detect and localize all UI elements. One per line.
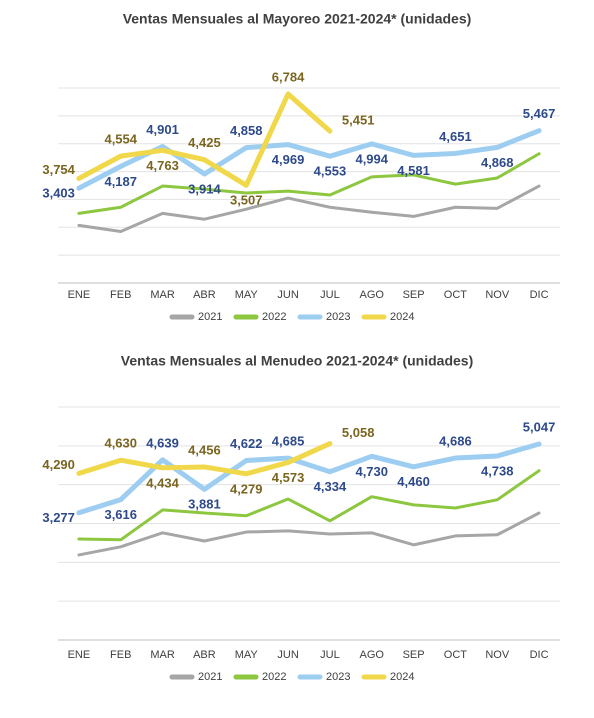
data-label: 3,754	[42, 162, 75, 177]
x-tick-label: ABR	[193, 289, 216, 301]
series-line	[77, 152, 541, 215]
legend-label: 2024	[390, 671, 414, 683]
data-label: 4,434	[146, 475, 179, 490]
chart-title: Ventas Mensuales al Menudeo 2021-2024* (…	[121, 353, 473, 369]
data-label: 3,616	[104, 507, 137, 522]
data-label: 5,467	[523, 106, 556, 121]
data-label: 4,639	[146, 435, 179, 450]
legend-label: 2023	[326, 671, 350, 683]
x-tick-label: JUN	[277, 289, 298, 301]
data-label: 4,573	[272, 470, 305, 485]
data-label: 4,651	[439, 129, 472, 144]
data-label: 4,456	[188, 442, 221, 457]
data-label: 5,451	[342, 113, 375, 128]
data-label: 4,554	[104, 132, 137, 147]
data-label: 3,277	[42, 510, 75, 525]
x-tick-label: ABR	[193, 649, 216, 661]
legend-label: 2021	[198, 311, 222, 323]
x-tick-label: MAY	[235, 289, 259, 301]
x-tick-label: FEB	[110, 649, 131, 661]
data-label: 3,881	[188, 497, 221, 512]
x-tick-label: DIC	[530, 289, 549, 301]
x-tick-label: AGO	[360, 649, 385, 661]
x-tick-label: ENE	[68, 289, 91, 301]
legend-label: 2024	[390, 311, 414, 323]
data-label: 4,868	[481, 155, 514, 170]
data-label: 4,763	[146, 158, 179, 173]
x-tick-label: OCT	[444, 289, 468, 301]
x-tick-label: JUL	[320, 649, 340, 661]
x-tick-label: MAY	[235, 649, 259, 661]
data-label: 4,630	[104, 436, 137, 451]
series-line	[76, 441, 333, 477]
x-tick-label: SEP	[403, 289, 425, 301]
x-tick-label: OCT	[444, 649, 468, 661]
x-tick-label: ENE	[68, 649, 91, 661]
data-label: 4,685	[272, 434, 305, 449]
x-tick-label: MAR	[150, 649, 175, 661]
data-label: 4,622	[230, 436, 263, 451]
x-tick-label: NOV	[485, 289, 510, 301]
data-label: 4,730	[355, 464, 388, 479]
data-label: 3,403	[42, 186, 75, 201]
data-label: 4,425	[188, 135, 221, 150]
data-label: 4,460	[397, 474, 430, 489]
x-tick-label: DIC	[530, 649, 549, 661]
data-label: 4,901	[146, 122, 179, 137]
legend-label: 2022	[262, 671, 286, 683]
data-label: 5,058	[342, 425, 375, 440]
data-label: 4,738	[481, 463, 514, 478]
data-label: 4,969	[272, 152, 305, 167]
data-label: 4,858	[230, 123, 263, 138]
data-label: 4,553	[314, 164, 347, 179]
legend-label: 2021	[198, 671, 222, 683]
series-line	[76, 91, 333, 188]
x-tick-label: SEP	[403, 649, 425, 661]
data-label: 4,334	[314, 479, 347, 494]
x-tick-label: FEB	[110, 289, 131, 301]
data-label: 4,279	[230, 481, 263, 496]
data-label: 3,914	[188, 181, 221, 196]
chart-title: Ventas Mensuales al Mayoreo 2021-2024* (…	[123, 11, 472, 27]
series-line	[77, 511, 541, 557]
x-tick-label: AGO	[360, 289, 385, 301]
data-label: 4,187	[104, 174, 137, 189]
x-tick-label: JUN	[277, 649, 298, 661]
data-label: 6,784	[272, 69, 305, 84]
data-label: 4,290	[42, 457, 75, 472]
data-label: 4,686	[439, 433, 472, 448]
series-line	[77, 184, 541, 233]
x-tick-label: NOV	[485, 649, 510, 661]
series-line	[77, 469, 541, 542]
data-label: 4,994	[355, 151, 388, 166]
legend-label: 2022	[262, 311, 286, 323]
legend-label: 2023	[326, 311, 350, 323]
data-label: 5,047	[523, 419, 556, 434]
data-label: 4,581	[397, 163, 430, 178]
data-label: 3,507	[230, 193, 263, 208]
x-tick-label: MAR	[150, 289, 175, 301]
x-tick-label: JUL	[320, 289, 340, 301]
